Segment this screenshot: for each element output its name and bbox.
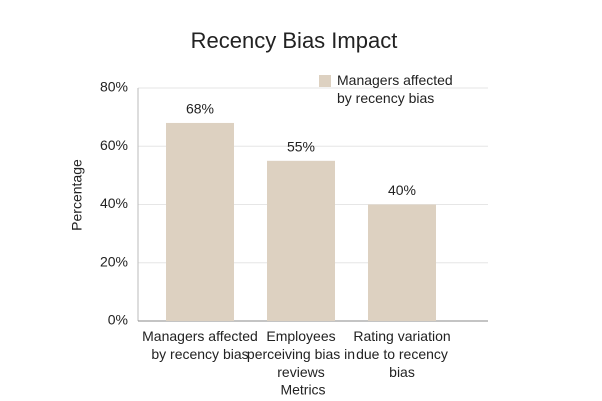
value-label: 55% [287,139,315,155]
chart-title: Recency Bias Impact [191,28,398,53]
legend-label: Managers affected by recency bias [337,72,453,106]
y-tick-label: 60% [100,137,128,153]
legend-swatch [319,75,331,87]
y-axis-label: Percentage [69,159,85,231]
bar [267,160,335,321]
value-label: 40% [388,182,416,198]
y-tick-label: 80% [100,79,128,95]
value-label: 68% [186,101,214,117]
y-tick-label: 20% [100,253,128,269]
bar [166,122,234,321]
x-tick-label: Managers affected by recency bias [142,328,258,362]
x-tick-label: Employees perceiving bias in reviews [246,328,356,380]
x-tick-label: Rating variation due to recency bias [353,328,451,380]
bar [368,204,436,321]
y-tick-label: 0% [108,312,128,328]
y-tick-label: 40% [100,195,128,211]
x-axis-label: Metrics [280,382,325,398]
